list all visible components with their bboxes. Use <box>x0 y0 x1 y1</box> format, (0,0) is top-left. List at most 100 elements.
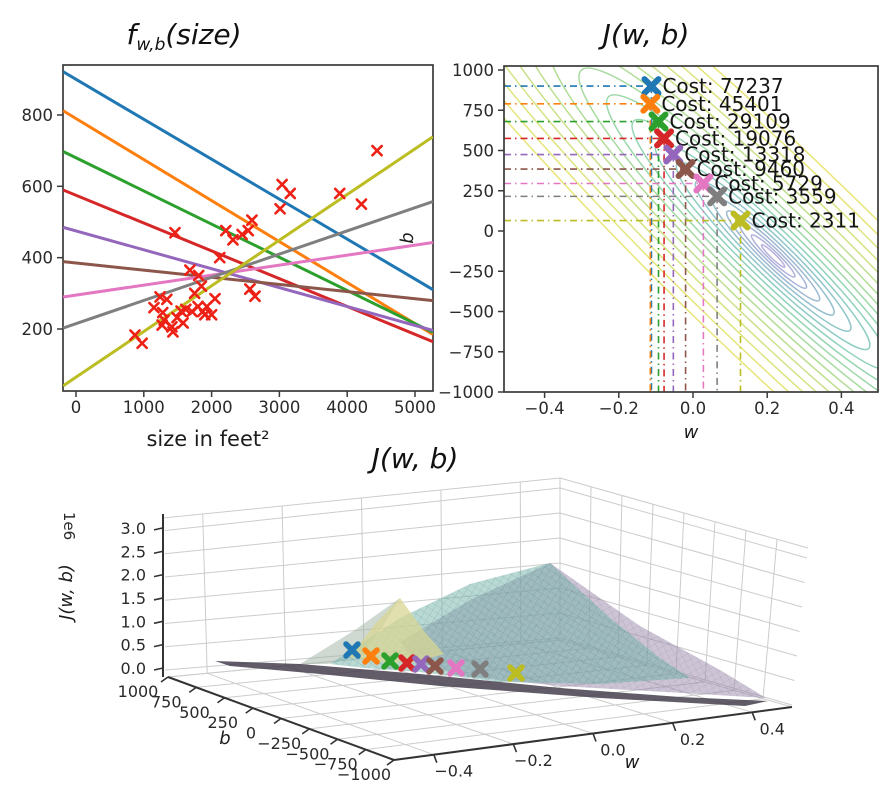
y-tick-label: −500 <box>449 303 494 322</box>
contour-xlabel: w <box>684 422 699 443</box>
fit-line <box>63 260 433 303</box>
cost-annotation: Cost: 5729 <box>714 172 822 196</box>
surface-cost-marker-x <box>381 652 399 670</box>
data-point-x <box>179 303 192 316</box>
y-tick-label: 500 <box>463 142 495 161</box>
cost-annotation: Cost: 45401 <box>661 92 782 116</box>
cost-marker-x <box>654 128 675 149</box>
y-tick-label: 600 <box>22 177 54 196</box>
data-point-x <box>205 308 218 321</box>
y-tick-label: 1000 <box>452 61 494 80</box>
w-tick-label: −0.2 <box>514 751 553 770</box>
fit-line <box>63 200 433 330</box>
contour-plot: J(w, b) −0.4 −0.2 0.0 0.2 0.410007505002500−… <box>397 18 879 443</box>
surface-w-label: w <box>625 752 640 773</box>
data-point-x <box>184 264 196 277</box>
data-point-x <box>219 224 232 237</box>
b-tick <box>217 697 225 704</box>
surface-yellow-peak <box>350 598 444 663</box>
fit-line <box>63 135 433 388</box>
contour-ring <box>605 94 878 392</box>
contour-ring <box>504 66 878 392</box>
b-tick <box>358 748 367 756</box>
contour-ring <box>725 210 821 302</box>
data-point-x <box>227 233 239 246</box>
guide-lines <box>504 85 742 392</box>
fit-plot: fw,b(size) 0 1000 2000 3000 4000 5000 200 400 60… <box>22 18 437 451</box>
data-point-x <box>154 290 166 303</box>
b-tick <box>386 759 395 766</box>
cost-marker-x <box>730 210 751 231</box>
surface-z-offset-text: 1e6 <box>60 512 78 540</box>
x-tick-label: 0.4 <box>828 399 854 418</box>
w-tick <box>751 712 756 721</box>
y-tick-label: −750 <box>449 343 494 362</box>
b-tick-label: −500 <box>286 744 330 763</box>
b-tick <box>188 686 197 694</box>
fit-line <box>63 70 433 291</box>
fit-plot-xlabel: size in feet² <box>146 427 269 451</box>
b-tick-label: −1000 <box>337 765 391 784</box>
y-tick-label: 250 <box>463 182 495 201</box>
w-tick-label: 0.0 <box>600 741 625 760</box>
b-tick-label: 750 <box>151 692 182 711</box>
fit-line <box>63 225 433 332</box>
w-tick-label: 0.2 <box>680 730 705 749</box>
data-point-x <box>274 202 286 215</box>
contour-ring <box>750 234 796 278</box>
surface-plot-title: J(w, b) <box>367 442 459 475</box>
wall-right-vline <box>733 530 747 691</box>
w-tick <box>433 754 438 763</box>
data-point-x <box>195 280 208 293</box>
data-point-x <box>136 337 149 350</box>
data-point-x <box>236 228 249 241</box>
wall-right-vline <box>762 539 778 699</box>
data-point-x <box>160 293 173 306</box>
contour-contents: −0.4 −0.2 0.0 0.2 0.4 1000 750 500 250 0 −250 −500 −… <box>438 61 854 418</box>
y-tick-label: −250 <box>449 262 494 281</box>
contour-ring <box>514 66 878 392</box>
surface-cost-marker-x <box>447 659 465 677</box>
fit-plot-axes-box <box>62 64 434 392</box>
w-tick-label: −0.4 <box>434 762 473 781</box>
fit-line <box>63 241 433 299</box>
w-tick <box>592 733 597 742</box>
floor-wline <box>285 665 514 745</box>
b-tick-label: 1000 <box>118 682 159 701</box>
wall-left-zline <box>164 487 561 531</box>
x-tick-label: 3000 <box>258 398 300 417</box>
surface-cost-marker-x <box>398 654 416 672</box>
surface-cost-marker-x <box>471 660 489 678</box>
fit-plot-title: fw,b(size) <box>126 18 241 55</box>
contour-ring <box>578 67 878 392</box>
contour-ring <box>504 66 878 392</box>
surface-cost-marker-x <box>343 641 361 659</box>
data-point-x <box>276 178 289 191</box>
data-point-x <box>371 144 383 157</box>
cost-annotation: Cost: 77237 <box>662 74 783 98</box>
b-tick-label: −250 <box>257 734 301 753</box>
surface-contents: 3.02.52.01.51.00.50.010007505002500−250−… <box>118 477 809 784</box>
z-tick-label: 0.5 <box>121 636 146 655</box>
cost-surface <box>215 563 768 706</box>
z-tick-label: 3.0 <box>121 519 146 538</box>
contour-ring <box>504 66 878 392</box>
b-tick-label: −750 <box>314 755 358 774</box>
wall-right-vline <box>704 521 716 682</box>
x-tick-label: −0.2 <box>599 399 639 418</box>
data-point-x <box>148 301 160 314</box>
x-tick-label: −0.4 <box>525 399 565 418</box>
cost-marker-x <box>648 111 669 132</box>
data-points <box>129 144 383 350</box>
ring-group <box>504 66 878 392</box>
y-tick-label: 0 <box>484 222 495 241</box>
z-tick <box>153 667 164 671</box>
pane-edge <box>559 477 809 549</box>
data-point-x <box>333 187 346 200</box>
contour-axes-box <box>503 65 879 393</box>
contour-plot-title: J(w, b) <box>598 18 690 51</box>
surface-plot: J(w, b) 3.0 2.5 2.0 1.5 1.0 0.5 0.0 10007505002… <box>56 442 809 784</box>
